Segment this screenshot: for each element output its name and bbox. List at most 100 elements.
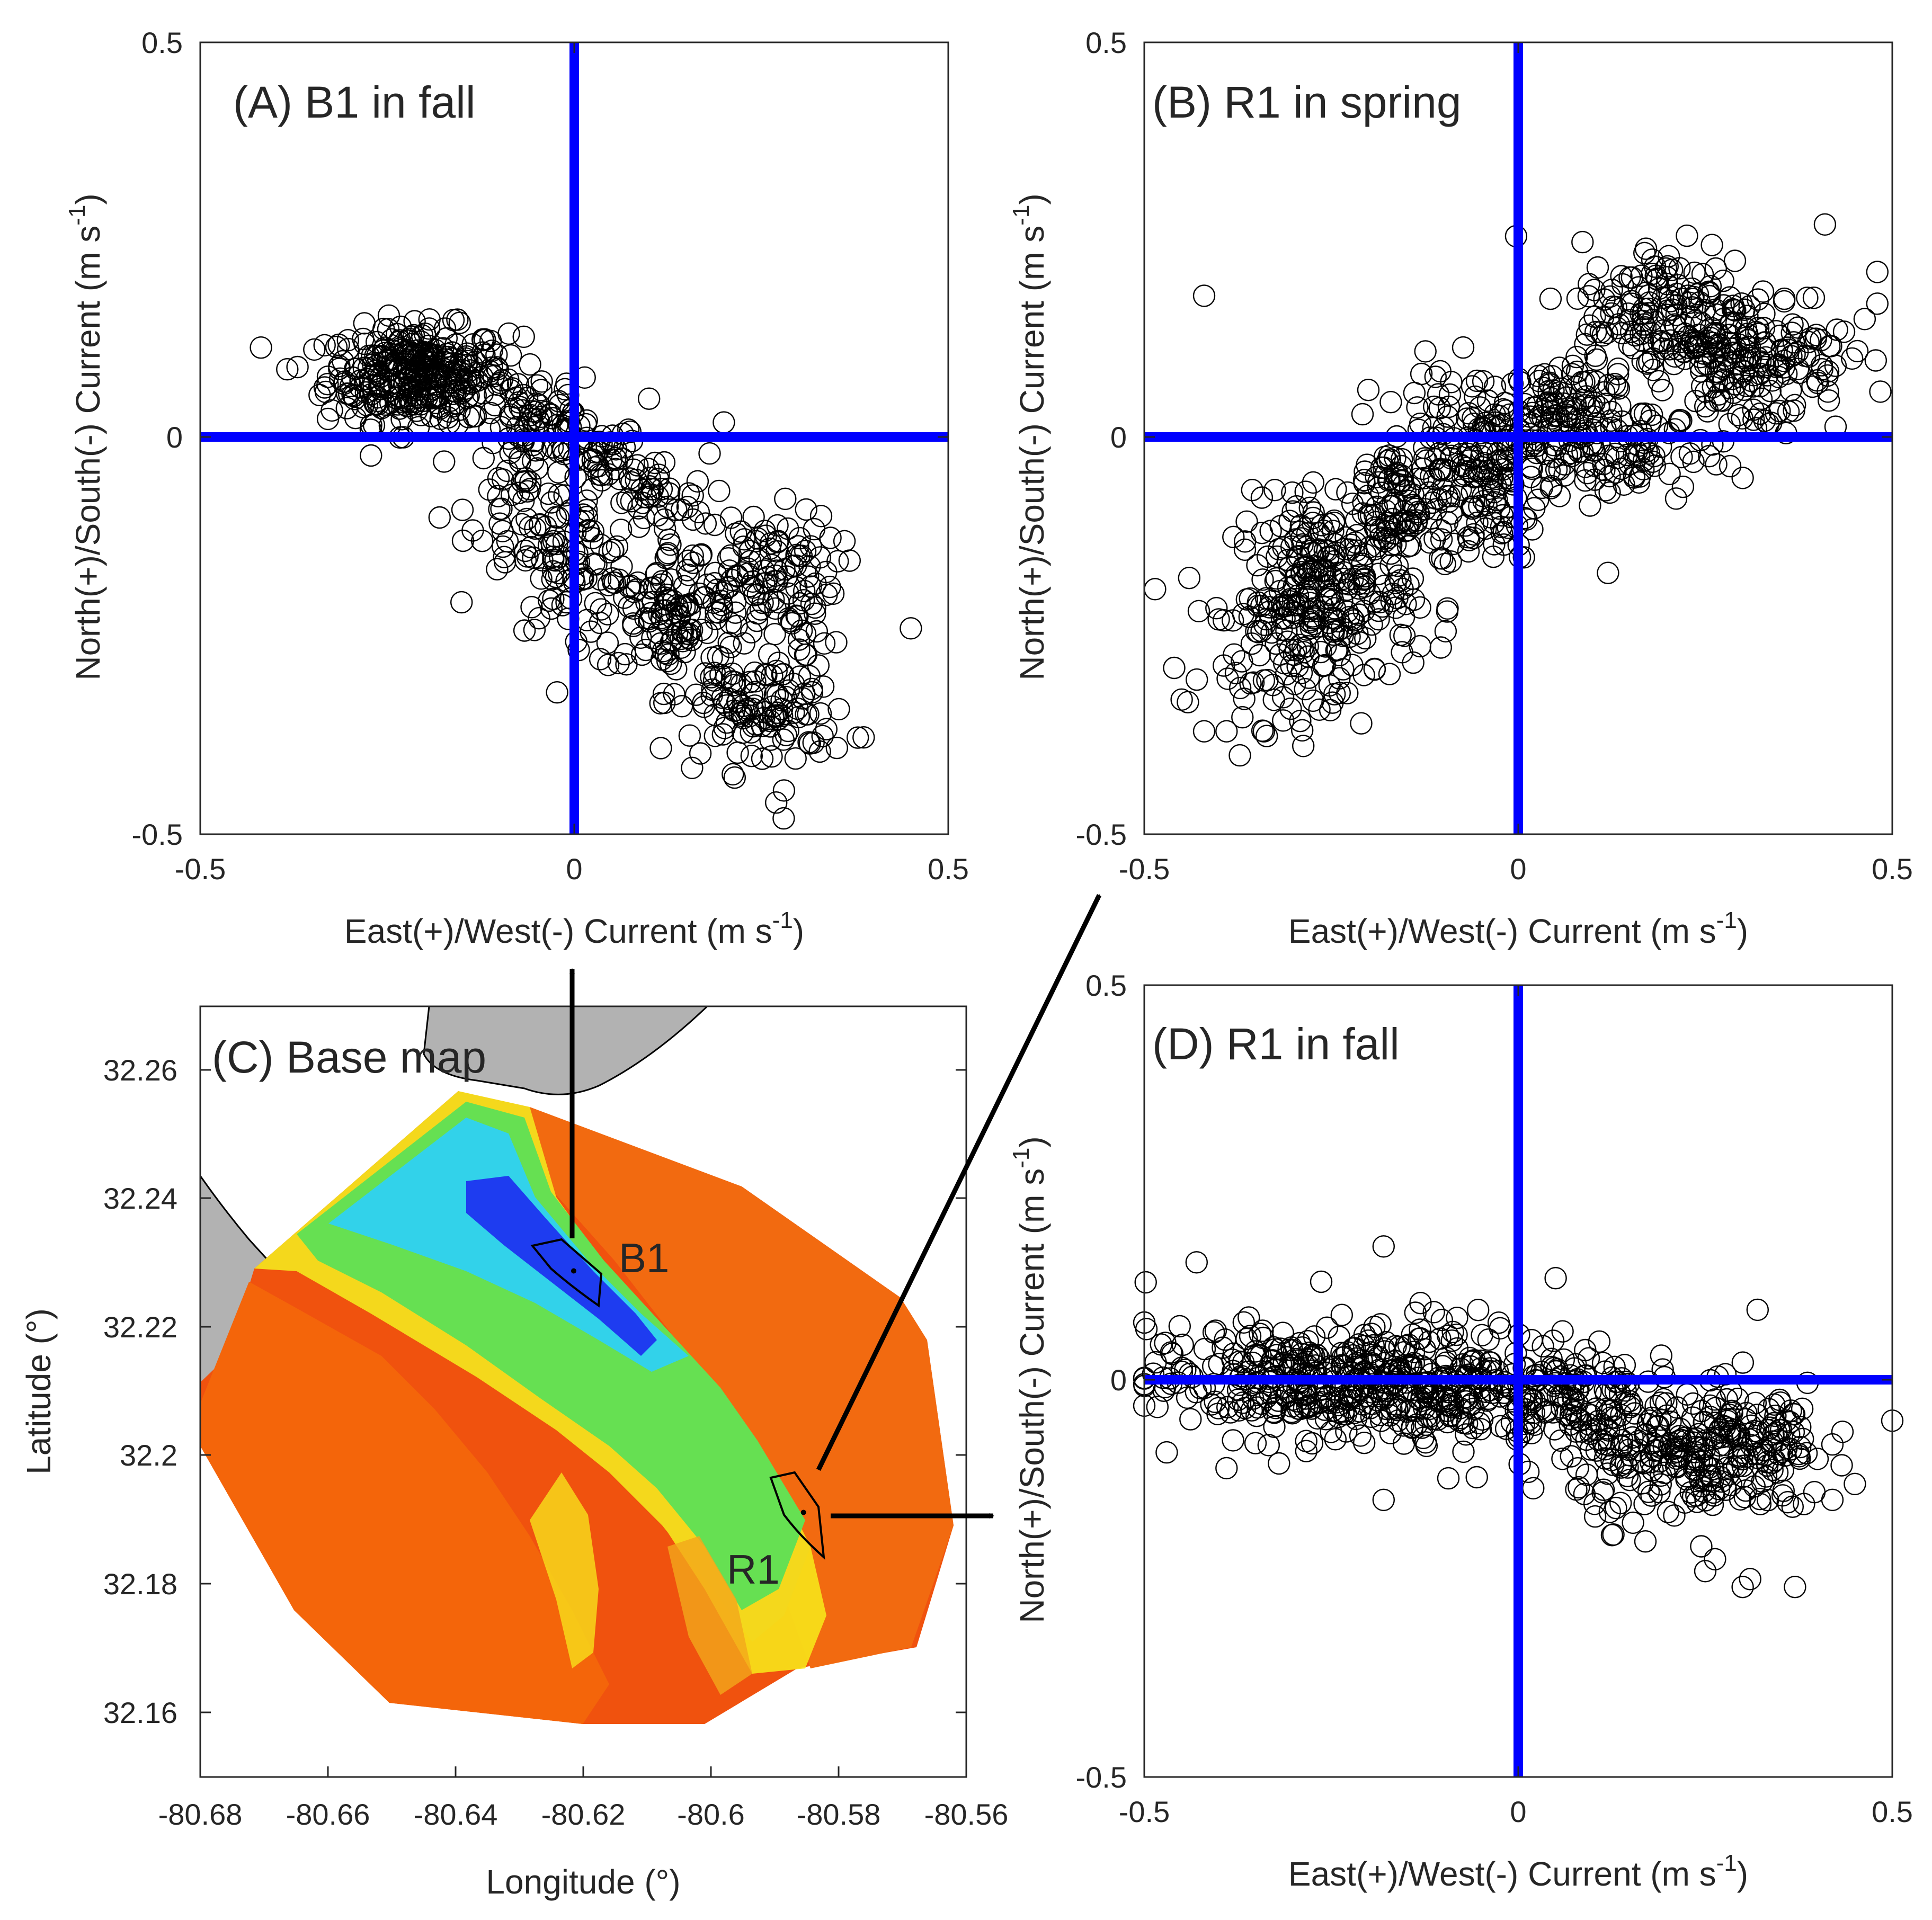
scatter-point <box>825 631 848 654</box>
scatter-point <box>448 377 471 400</box>
scatter-point <box>499 441 522 465</box>
scatter-point <box>1641 263 1663 285</box>
scatter-point <box>1681 328 1704 352</box>
scatter-point <box>1192 284 1216 307</box>
scatter-point <box>656 542 680 565</box>
scatter-point <box>808 740 831 763</box>
scatter-point <box>653 517 676 540</box>
scatter-point <box>1610 457 1633 480</box>
scatter-point <box>1466 1298 1490 1321</box>
scatter-point <box>1267 1389 1290 1412</box>
scatter-point <box>1525 1363 1548 1387</box>
scatter-point <box>1490 515 1513 538</box>
scatter-point <box>1731 467 1754 489</box>
scatter-point <box>1430 1308 1453 1332</box>
scatter-point <box>1312 520 1335 542</box>
scatter-point <box>1352 1431 1376 1454</box>
scatter-point <box>519 353 541 376</box>
scatter-point <box>1372 1488 1395 1512</box>
arrow-r1-to-panel-b <box>816 894 1102 1471</box>
scatter-point <box>1681 1392 1705 1415</box>
scatter-point <box>1239 672 1262 695</box>
scatter-point <box>520 596 543 619</box>
scatter-point <box>785 576 808 599</box>
scatter-point <box>1664 1454 1688 1478</box>
scatter-point <box>367 386 389 409</box>
scatter-point <box>652 640 674 663</box>
scatter-point <box>314 380 337 404</box>
scatter-point <box>654 547 677 569</box>
scatter-point <box>1228 1350 1251 1373</box>
scatter-point <box>1669 1445 1693 1468</box>
scatter-point <box>1472 485 1494 507</box>
scatter-point <box>1718 1403 1741 1426</box>
scatter-point <box>1392 1414 1415 1437</box>
scatter-point <box>700 684 723 707</box>
scatter-point <box>1299 609 1322 632</box>
scatter-point <box>1649 1436 1672 1459</box>
scatter-point <box>1280 654 1303 677</box>
scatter-point <box>1462 523 1485 546</box>
scatter-point <box>1642 333 1666 355</box>
scatter-point <box>1306 556 1329 578</box>
scatter-point <box>1322 544 1345 567</box>
scatter-point <box>1239 1325 1262 1347</box>
scatter-point <box>1821 1433 1844 1456</box>
scatter-point <box>1683 261 1706 284</box>
scatter-point <box>503 397 526 420</box>
scatter-point <box>587 463 610 486</box>
scatter-point <box>1185 1251 1208 1274</box>
scatter-point <box>604 458 627 480</box>
scatter-point <box>1207 608 1230 631</box>
scatter-point <box>1275 1385 1297 1408</box>
scatter-point <box>1542 1329 1565 1352</box>
scatter-point <box>1457 540 1480 563</box>
scatter-point <box>1583 1505 1607 1528</box>
scatter-point <box>1249 1344 1272 1367</box>
scatter-point <box>686 470 709 493</box>
scatter-point <box>1607 377 1631 400</box>
scatter-point <box>1422 1301 1445 1324</box>
scatter-point <box>333 370 356 393</box>
scatter-point <box>1290 560 1313 584</box>
scatter-point <box>1711 1425 1734 1449</box>
scatter-point <box>1245 1404 1268 1427</box>
scatter-point <box>838 549 861 572</box>
scatter-point <box>774 487 797 510</box>
scatter-point <box>1289 520 1312 543</box>
scatter-point <box>1342 609 1365 632</box>
scatter-point <box>353 332 376 355</box>
scatter-point <box>1769 1391 1792 1414</box>
scatter-point <box>369 374 392 397</box>
scatter-point <box>1449 478 1472 501</box>
scatter-point <box>1821 1488 1844 1512</box>
scatter-point <box>1413 447 1436 470</box>
scatter-point <box>341 383 364 406</box>
scatter-point <box>744 681 767 703</box>
scatter-point <box>759 537 781 560</box>
scatter-point <box>1324 1428 1347 1451</box>
scatter-point <box>1489 472 1512 496</box>
scatter-point <box>580 620 602 643</box>
panel-b-points <box>1144 213 1892 767</box>
scatter-point <box>690 543 713 566</box>
scatter-point <box>1384 1335 1407 1358</box>
scatter-point <box>620 490 643 513</box>
scatter-point <box>1704 1548 1726 1571</box>
scatter-point <box>527 394 550 416</box>
scatter-point <box>1392 1432 1415 1455</box>
scatter-point <box>1687 335 1710 358</box>
scatter-point <box>762 588 785 611</box>
scatter-point <box>1312 654 1335 677</box>
scatter-point <box>1349 1424 1372 1447</box>
panel-c-ytick-1: 32.18 <box>103 1567 177 1601</box>
scatter-point <box>1555 443 1579 467</box>
scatter-point <box>1299 540 1322 562</box>
scatter-point <box>1427 383 1450 406</box>
scatter-point <box>1490 522 1513 544</box>
scatter-point <box>1276 630 1299 653</box>
scatter-point <box>1645 267 1668 290</box>
scatter-point <box>1759 1416 1782 1439</box>
scatter-point <box>1754 346 1777 369</box>
scatter-point <box>488 512 511 535</box>
